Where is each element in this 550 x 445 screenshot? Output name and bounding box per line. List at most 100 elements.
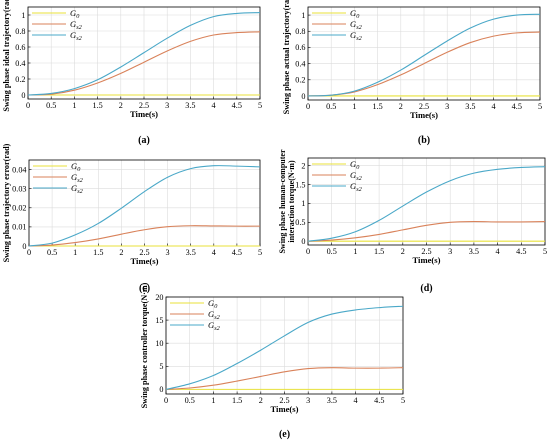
legend-name: G [71,172,78,182]
x-tick-label: 5 [258,101,262,110]
panel-label: (c) [139,283,150,294]
y-tick-label: 0.03 [12,184,26,193]
legend-entry-1: Gs2 [208,309,220,321]
x-tick-label: 3 [448,247,452,256]
x-tick-label: 1.5 [93,248,103,257]
legend-subscript: s2 [214,325,220,332]
y-tick-label: 20 [155,293,163,302]
legend-subscript: s2 [356,186,362,193]
x-tick-label: 5 [258,248,262,257]
y-axis-label: Swing phase trajectory error(rad) [2,143,11,262]
y-axis-label: Swing phase controller torque(N·m) [140,282,149,408]
x-tick-label: 4.5 [232,248,242,257]
series-line-1 [165,367,404,390]
legend-subscript: s2 [77,177,83,184]
chart-panel-0: 0 0.5 1 1.5 2 2.5 3 3.5 4 4.5 5 0 0.2 0.4 0.6 0.8 1 Time(… [2,0,262,146]
legend-entry-1: Gs2 [350,19,362,31]
y-axis-label: Swing phase human-computer [278,149,287,253]
y-tick-label: 15 [155,316,163,325]
legend-entry-0: G0 [208,298,218,310]
legend-name: G [70,30,77,40]
legend-entry-0: G0 [70,8,80,20]
x-tick-label: 0.5 [326,102,336,111]
legend-subscript: 0 [214,303,218,310]
chart-panel-3: 0 0.5 1 1.5 2 2.5 3 3.5 4 4.5 5 0 0.5 1 1.5 2 Time(s) Swi… [278,149,547,294]
x-axis-label: Time(s) [130,256,158,266]
y-tick-label: 1 [301,199,305,208]
x-tick-label: 2.5 [421,247,431,256]
y-tick-label: 0.2 [15,75,25,84]
y-tick-label: 0.4 [295,59,305,68]
grid [28,160,261,247]
y-tick-label: 0.01 [12,223,26,232]
x-tick-label: 5 [538,102,542,111]
legend-subscript: s2 [356,175,362,182]
x-tick-label: 0 [306,247,310,256]
x-tick-label: 3.5 [185,101,195,110]
y-tick-label: 0.6 [295,43,305,52]
legend-subscript: s2 [77,188,83,195]
series-line-2 [28,165,261,247]
legend-entry-1: Gs2 [350,170,362,182]
x-tick-label: 1.5 [374,247,384,256]
y-axis-label: interaction torque(N·m) [287,160,296,243]
legend-subscript: s2 [76,35,82,42]
legend-name: G [71,183,78,193]
x-tick-label: 4.5 [512,102,522,111]
y-tick-label: 0.5 [295,218,305,227]
x-tick-label: 2.5 [139,248,149,257]
legend-entry-1: Gs2 [71,172,83,184]
x-tick-label: 1.5 [372,102,382,111]
y-tick-label: 0.02 [12,204,26,213]
grid [307,7,541,100]
legend-entry-2: Gs2 [350,30,362,42]
legend-name: G [350,30,357,40]
series-line-2 [307,13,541,97]
y-tick-label: 0.6 [15,43,25,52]
series-line-2 [165,305,404,390]
y-tick-label: 1.5 [295,180,305,189]
x-tick-label: 1 [73,248,77,257]
x-tick-label: 1 [211,396,215,405]
legend-entry-0: G0 [350,159,360,171]
x-tick-label: 4.5 [232,101,242,110]
x-tick-label: 0 [26,101,30,110]
x-tick-label: 2.5 [139,101,149,110]
legend-name: G [71,161,78,171]
series-line-2 [27,12,261,96]
x-tick-label: 2 [119,248,123,257]
y-tick-label: 0.2 [295,76,305,85]
legend-subscript: 0 [77,166,81,173]
series-line-1 [27,31,261,96]
panel-label: (d) [420,283,432,294]
y-tick-label: 5 [159,362,163,371]
panel-label: (a) [138,135,150,146]
legend-name: G [350,159,357,169]
legend-subscript: s2 [214,314,220,321]
legend-entry-2: Gs2 [208,320,220,332]
legend-entry-2: Gs2 [70,30,82,42]
y-tick-label: 1 [301,11,305,20]
legend-subscript: 0 [76,13,80,20]
legend-name: G [208,320,215,330]
y-tick-label: 0 [301,92,305,101]
legend-subscript: 0 [356,164,360,171]
y-tick-label: 0.4 [15,59,25,68]
x-tick-label: 2 [259,396,263,405]
x-tick-label: 3 [306,396,310,405]
legend-name: G [70,8,77,18]
series-line-1 [307,220,546,242]
x-tick-label: 0.5 [185,396,195,405]
chart-panel-2: 0 0.5 1 1.5 2 2.5 3 3.5 4 4.5 5 0 0.01 0.02 0.03 0.04 Ti… [2,143,262,294]
x-tick-label: 1.5 [232,396,242,405]
x-tick-label: 3.5 [327,396,337,405]
legend-entry-0: G0 [71,161,81,173]
x-axis-label: Time(s) [270,404,298,414]
legend-subscript: s2 [356,35,362,42]
x-tick-label: 2 [401,247,405,256]
grid [165,296,404,394]
x-tick-label: 1 [72,101,76,110]
